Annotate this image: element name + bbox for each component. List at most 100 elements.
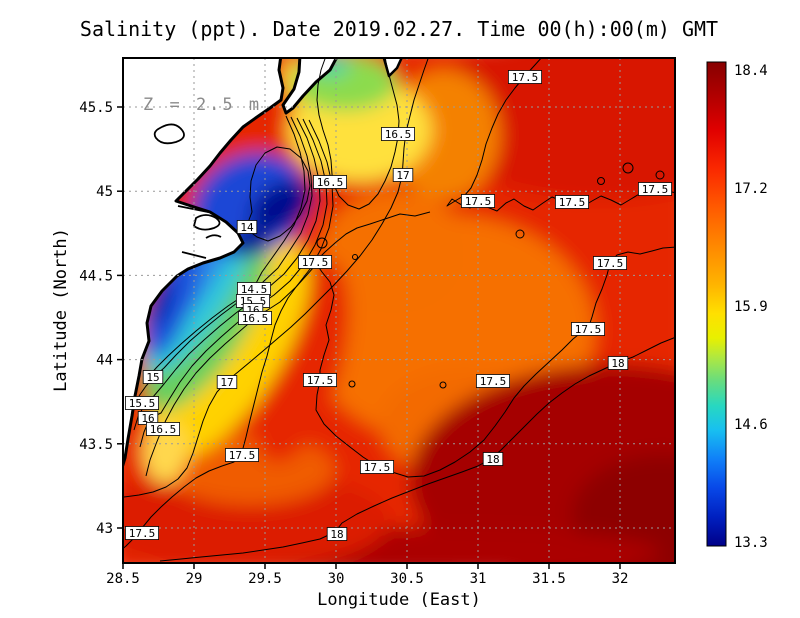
contour-label-box [555, 195, 590, 209]
contour-label: 17 [220, 376, 233, 389]
contour-minor-loop [316, 237, 328, 249]
contour-label: 16.5 [385, 128, 412, 141]
colorbar-label: 17.2 [734, 181, 768, 197]
contour-label-box [326, 527, 348, 541]
contour-label: 17.5 [229, 449, 256, 462]
contour-label: 14.5 [241, 283, 268, 296]
contour-label: 18 [330, 528, 343, 541]
x-tick-label: 29 [186, 571, 203, 587]
contour-label: 17.5 [512, 71, 539, 84]
contour-label: 15 [146, 371, 159, 384]
colorbar-label: 18.4 [734, 63, 768, 79]
contour-label-box [392, 168, 414, 182]
contour-label-box [237, 311, 272, 325]
contour-label-box [216, 375, 238, 389]
contour-label: 18 [486, 453, 499, 466]
contour-label: 17.5 [129, 527, 156, 540]
contour-label-box [236, 220, 258, 234]
contour-label-box [224, 448, 259, 462]
river-branch [177, 205, 209, 259]
contour-label: 18 [611, 357, 624, 370]
contour-label-box [312, 175, 347, 189]
contour-label-box [142, 370, 164, 384]
contour-label-box [607, 356, 629, 370]
contour-label: 15.5 [129, 397, 156, 410]
colorbar-labels: 18.4 17.2 15.9 14.6 13.3 [734, 63, 768, 551]
contour-label: 16.5 [150, 423, 177, 436]
x-tick-label: 31 [470, 571, 487, 587]
contour-minor-loop [655, 170, 665, 180]
colorbar-label: 14.6 [734, 417, 768, 433]
contour-label-box [507, 70, 542, 84]
y-tick-label: 43.5 [79, 437, 113, 453]
contour-label: 14 [240, 221, 254, 234]
contour-14p5-band [147, 115, 306, 378]
contour-label: 17.5 [575, 323, 602, 336]
contour-minor-loop [439, 381, 447, 389]
contour-label-box [125, 526, 160, 540]
contour-17 [123, 58, 429, 498]
colorbar-label: 15.9 [734, 299, 768, 315]
depth-annotation: Z = 2.5 m [143, 95, 262, 115]
x-tick-label: 30 [328, 571, 345, 587]
contour-label-box [571, 322, 606, 336]
contour-label: 17.5 [480, 375, 507, 388]
x-tick-label: 32 [612, 571, 629, 587]
contour-16p5-loop [316, 58, 400, 210]
contour-label: 17.5 [307, 374, 334, 387]
y-tick-label: 43 [96, 521, 113, 537]
land-mass [123, 58, 403, 470]
contour-minor-loop [597, 177, 605, 185]
contour-label-box [475, 374, 510, 388]
x-tick-label: 29.5 [248, 571, 282, 587]
y-tick-label: 44 [96, 353, 113, 369]
contour-label-box [302, 373, 337, 387]
contour-label: 16.5 [317, 176, 344, 189]
contour-label: 17.5 [364, 461, 391, 474]
coastline [123, 58, 285, 470]
contour-label-box [359, 460, 394, 474]
contour-label-box [638, 182, 673, 196]
contour-label-box [593, 256, 628, 270]
y-tick-label: 44.5 [79, 268, 113, 284]
y-tick-label: 45 [96, 184, 113, 200]
contour-label: 17 [396, 169, 409, 182]
plot-frame [122, 57, 676, 564]
contour-minor-loop [352, 254, 358, 260]
contour-minor-loop [348, 380, 356, 388]
colorbar: 18.4 17.2 15.9 14.6 13.3 [706, 61, 768, 551]
contour-label: 17.5 [465, 195, 492, 208]
x-tick-label: 31.5 [532, 571, 566, 587]
axes: 28.5 29 29.5 30 30.5 31 31.5 32 45.5 45 44.5 44 43.5… [79, 100, 628, 587]
contour-label-box [482, 452, 504, 466]
contour-label: 17.5 [302, 256, 329, 269]
contour-label: 16.5 [242, 312, 269, 325]
contour-14-loop [246, 146, 311, 242]
contour-17p5-west [123, 267, 314, 550]
contour-label-box [125, 396, 160, 410]
x-axis-title: Longitude (East) [317, 590, 481, 610]
x-tick-label: 30.5 [390, 571, 424, 587]
contour-label-box [380, 127, 415, 141]
contour-label-box [297, 255, 332, 269]
contour-labels: 17.5 16.5 17 16.5 17.5 17.5 17.5 14 17.5 14.5 15.5… [125, 70, 673, 541]
graticule [123, 58, 675, 563]
contour-label-box [145, 422, 180, 436]
contour-label: 17.5 [642, 183, 669, 196]
colorbar-label: 13.3 [734, 535, 768, 551]
lagoon-outline [153, 123, 185, 145]
delta-lagoon-outline [193, 214, 222, 239]
contour-label-box [460, 194, 495, 208]
y-tick-label: 45.5 [79, 100, 113, 116]
contour-label: 17.5 [597, 257, 624, 270]
figure-title: Salinity (ppt). Date 2019.02.27. Time 00… [80, 17, 718, 41]
x-tick-label: 28.5 [106, 571, 140, 587]
contour-label: 17.5 [559, 196, 586, 209]
y-axis-title: Latitude (North) [51, 228, 71, 392]
contour-minor-loop [622, 162, 634, 174]
coastline-spit [281, 58, 339, 115]
contour-minor-loop [515, 229, 525, 239]
colorbar-gradient [706, 61, 727, 547]
